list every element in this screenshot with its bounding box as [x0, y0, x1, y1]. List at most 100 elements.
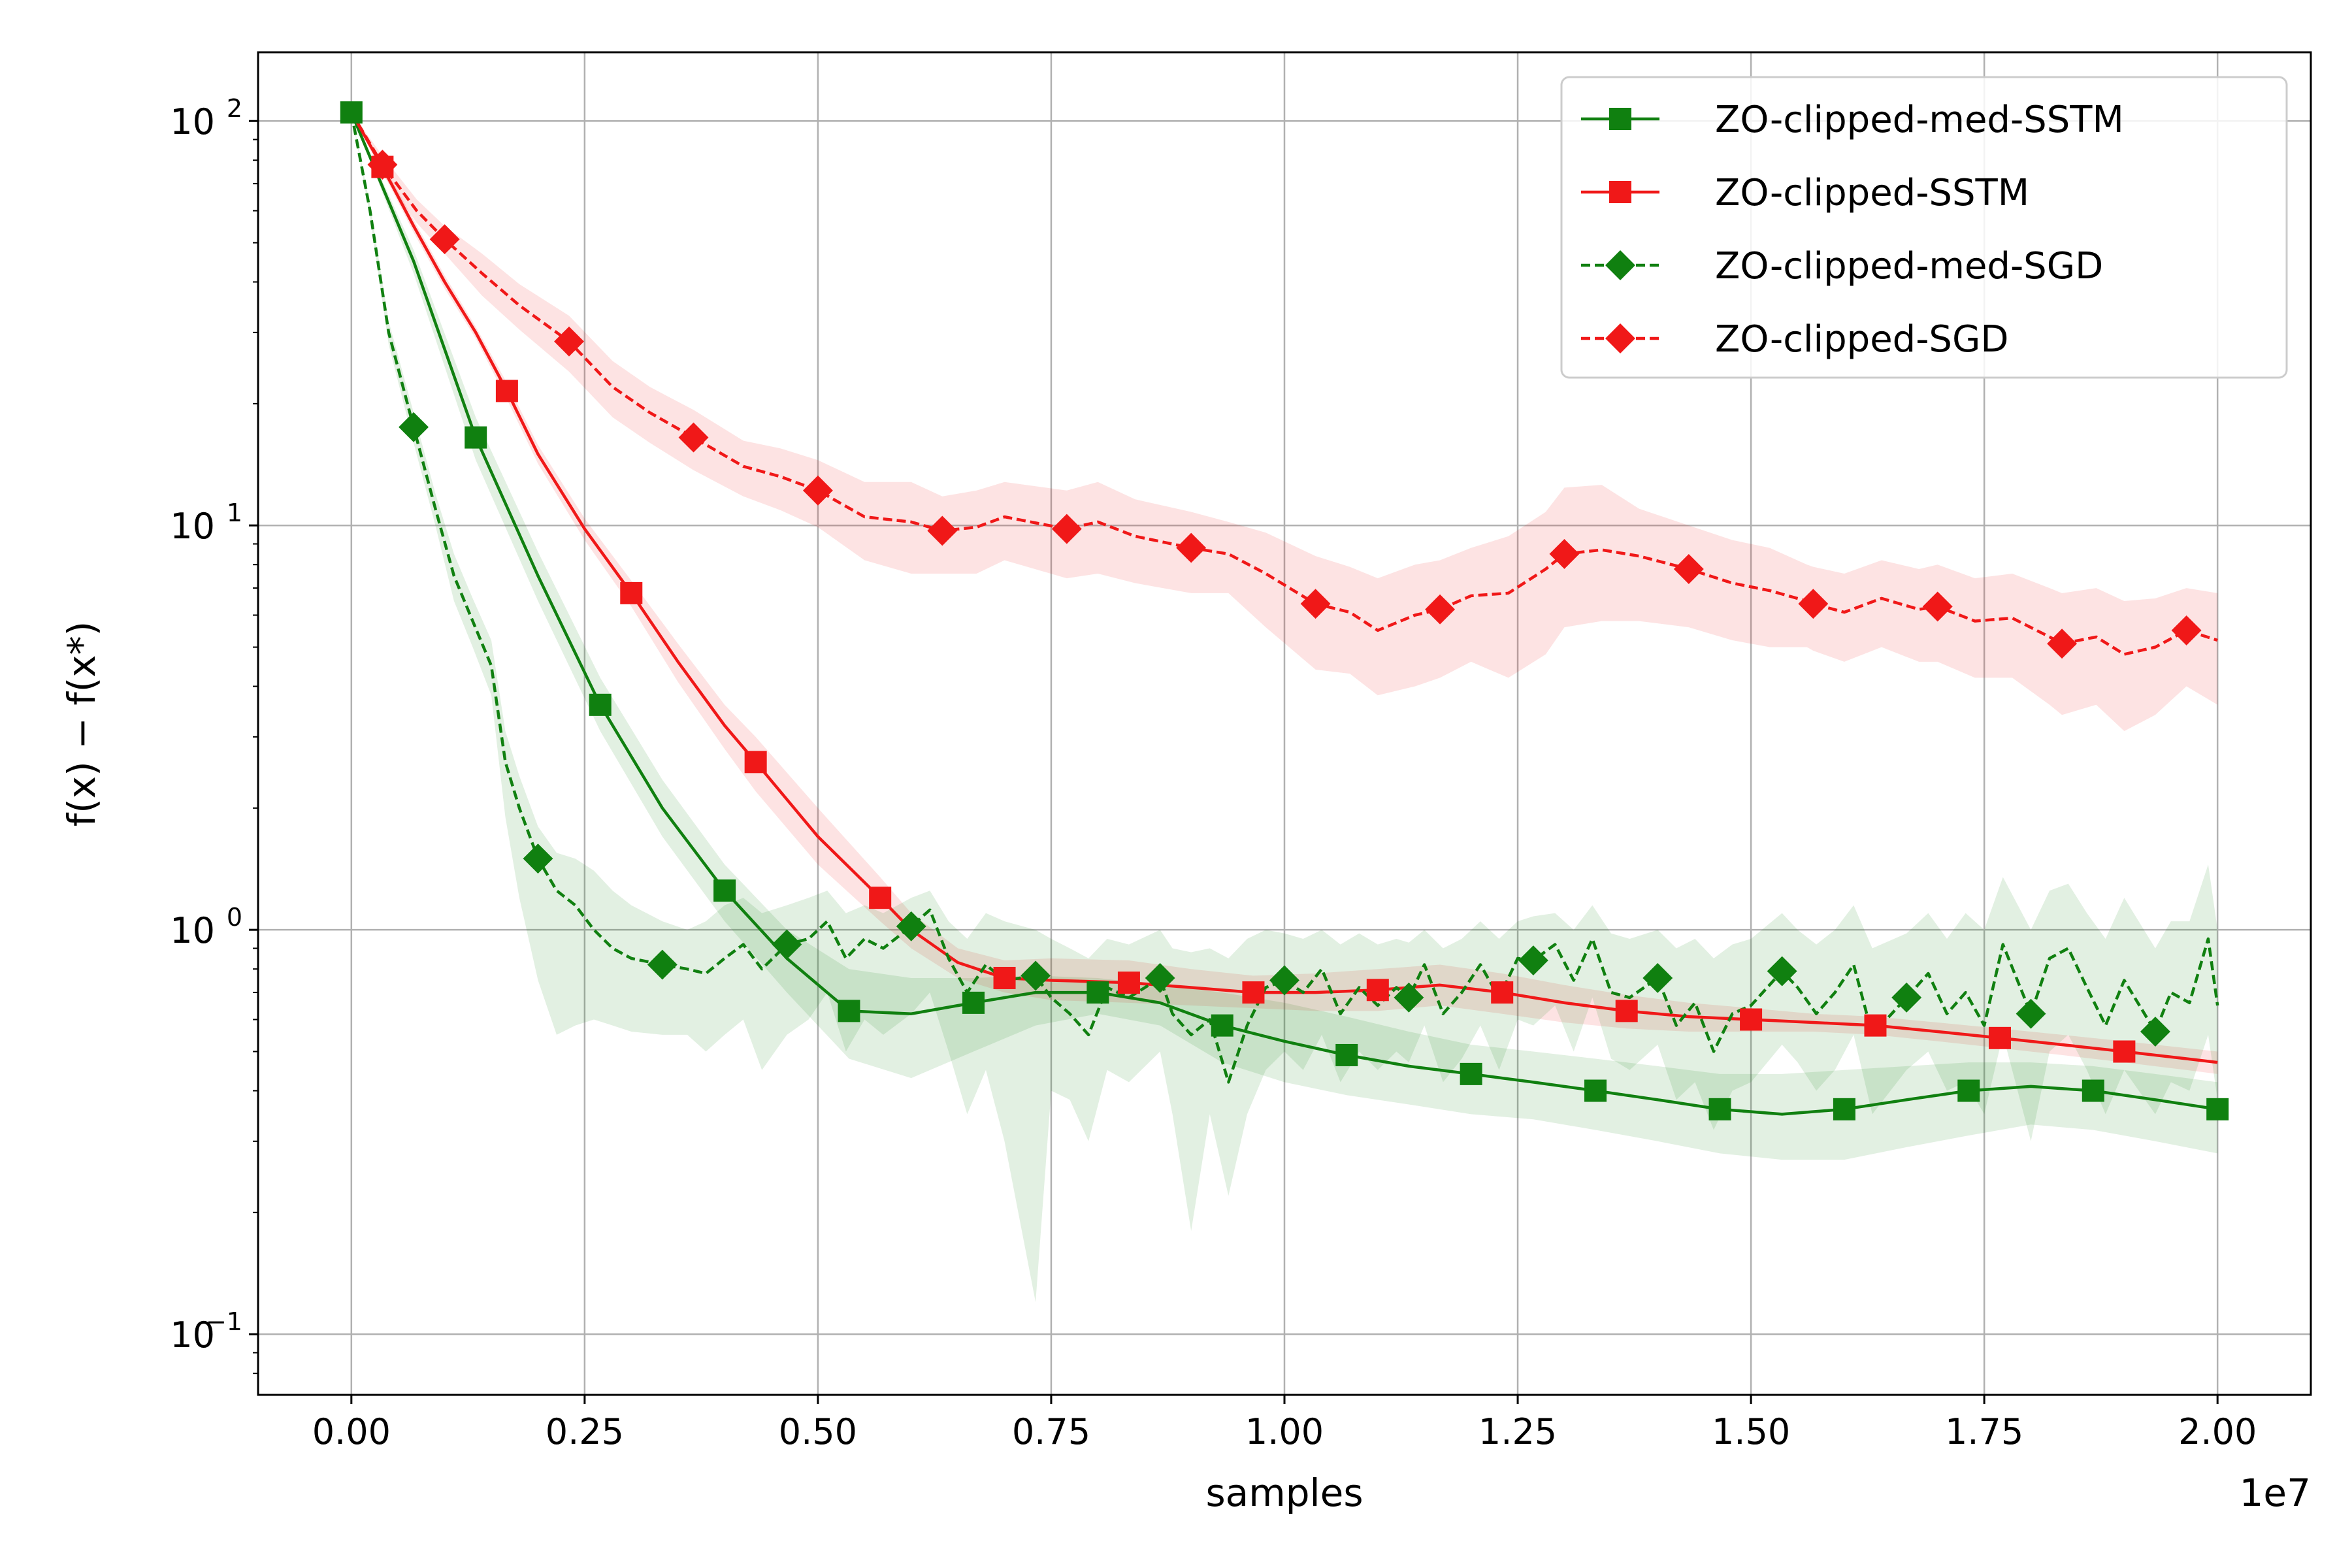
data-point — [1957, 1079, 1980, 1102]
legend-label: ZO-clipped-SSTM — [1715, 172, 2029, 214]
data-point — [1798, 589, 1829, 619]
y-tick-label: 10 — [170, 1315, 215, 1356]
x-tick-label: 2.00 — [2178, 1411, 2257, 1452]
data-point — [1086, 981, 1109, 1004]
x-tick-label: 0.25 — [546, 1411, 624, 1452]
data-point — [1605, 323, 1635, 353]
y-tick-exponent: 2 — [227, 94, 242, 123]
data-point — [620, 581, 643, 604]
data-point — [1988, 1026, 2011, 1049]
y-axis-label: f(x) − f(x*) — [59, 621, 104, 826]
data-point — [399, 412, 429, 442]
data-point — [1740, 1008, 1763, 1031]
x-axis-ticks: 0.00 0.25 0.50 0.75 1.00 1.25 1.50 1.75 2.00 — [312, 1395, 2257, 1452]
y-tick-label: 10 — [170, 101, 215, 142]
data-point — [927, 515, 958, 546]
data-point — [1518, 945, 1548, 975]
data-point — [678, 422, 709, 453]
data-point — [1145, 963, 1175, 993]
data-point — [554, 326, 584, 357]
data-point — [1366, 979, 1389, 1002]
data-point — [1891, 982, 1922, 1013]
confidence-band — [351, 112, 2218, 1074]
x-tick-label: 1.00 — [1245, 1411, 1324, 1452]
legend-entries: ZO-clipped-med-SSTM ZO-clipped-SSTM ZO-cli… — [1581, 99, 2124, 361]
data-point — [1051, 514, 1082, 544]
data-point — [962, 991, 985, 1014]
data-point — [869, 887, 892, 909]
data-point — [1609, 181, 1631, 203]
data-point — [1922, 591, 1953, 622]
data-point — [647, 949, 678, 980]
data-point — [1833, 1098, 1855, 1120]
series-line — [350, 111, 2218, 656]
data-point — [1615, 1000, 1638, 1022]
data-point — [1673, 554, 1704, 584]
data-point — [1117, 972, 1140, 994]
data-point — [523, 843, 553, 874]
data-point — [589, 693, 612, 716]
x-tick-label: 0.50 — [779, 1411, 857, 1452]
data-point — [1708, 1098, 1731, 1120]
data-point — [367, 150, 398, 180]
legend-label: ZO-clipped-med-SGD — [1715, 245, 2103, 287]
y-tick-label: 10 — [170, 910, 215, 951]
legend: ZO-clipped-med-SSTM ZO-clipped-SSTM ZO-cli… — [1560, 76, 2288, 379]
data-point — [1609, 108, 1631, 130]
data-point — [2140, 1017, 2170, 1047]
x-tick-label: 1.50 — [1712, 1411, 1790, 1452]
data-point — [1300, 589, 1331, 619]
data-point — [1242, 981, 1265, 1004]
legend-label: ZO-clipped-med-SSTM — [1715, 99, 2124, 141]
data-point — [2171, 615, 2202, 645]
x-tick-label: 0.75 — [1012, 1411, 1090, 1452]
x-tick-label: 0.00 — [312, 1411, 391, 1452]
legend-label: ZO-clipped-SGD — [1715, 318, 2008, 361]
data-point — [1642, 963, 1673, 993]
data-point — [1864, 1014, 1887, 1037]
data-point — [2113, 1040, 2136, 1063]
data-point — [2016, 998, 2046, 1029]
data-point — [2047, 629, 2078, 659]
data-point — [1491, 981, 1514, 1004]
data-point — [1584, 1079, 1607, 1102]
data-point — [993, 966, 1016, 989]
data-point — [1605, 250, 1635, 280]
data-point — [1425, 594, 1456, 625]
data-point — [465, 426, 487, 449]
x-axis-offset-label: 1e7 — [2240, 1471, 2311, 1515]
series-line — [350, 112, 2218, 1116]
data-point — [713, 879, 736, 902]
data-point — [772, 929, 802, 960]
data-point — [340, 101, 363, 124]
data-point — [1021, 960, 1051, 991]
legend-box — [1560, 76, 2288, 379]
y-tick-exponent: −1 — [206, 1307, 242, 1336]
data-point — [1394, 982, 1424, 1013]
data-point — [2082, 1079, 2104, 1102]
data-point — [429, 224, 460, 255]
data-point — [896, 911, 926, 941]
data-point — [495, 380, 518, 402]
x-tick-label: 1.75 — [1945, 1411, 2023, 1452]
data-point — [1335, 1043, 1358, 1066]
series-markers — [340, 101, 2229, 1120]
data-point — [744, 751, 767, 774]
x-tick-label: 1.25 — [1478, 1411, 1557, 1452]
y-tick-exponent: 1 — [227, 498, 242, 527]
x-axis-label: samples — [1205, 1471, 1363, 1515]
y-tick-label: 10 — [170, 506, 215, 547]
data-point — [1767, 956, 1797, 987]
data-point — [1549, 538, 1580, 569]
data-point — [1269, 965, 1299, 996]
data-point — [1176, 532, 1207, 563]
data-point — [2206, 1098, 2229, 1120]
data-point — [1211, 1014, 1233, 1037]
data-point — [1460, 1062, 1482, 1085]
confidence-band — [351, 112, 2218, 732]
y-tick-exponent: 0 — [227, 903, 242, 932]
data-point — [802, 475, 833, 506]
data-point — [838, 1000, 860, 1022]
